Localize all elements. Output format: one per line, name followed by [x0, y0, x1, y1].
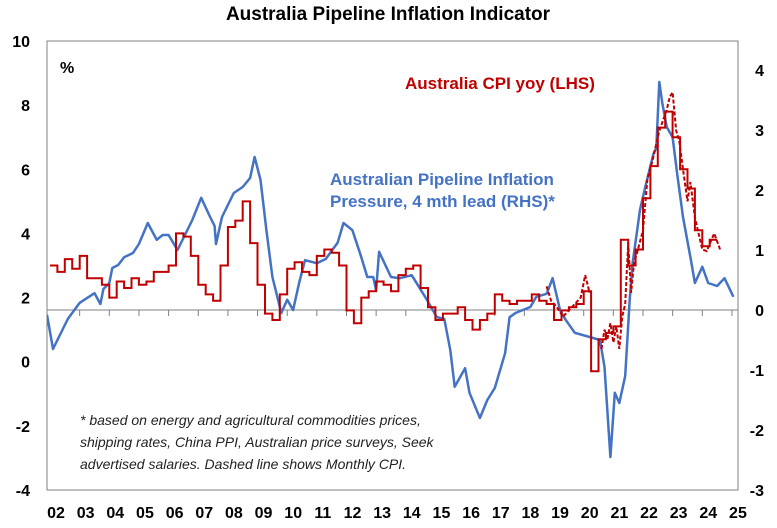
x-tick-label: 15 — [433, 505, 451, 522]
right-y-tick-label: 2 — [755, 183, 764, 200]
chart-title: Australia Pipeline Inflation Indicator — [226, 4, 551, 25]
left-y-tick-label: -2 — [16, 419, 30, 436]
left-y-tick-label: 10 — [12, 34, 30, 51]
x-tick-label: 18 — [522, 505, 540, 522]
footnote-line3: advertised salaries. Dashed line shows M… — [80, 456, 406, 472]
plot-frame — [46, 40, 739, 491]
left-y-tick-label: 4 — [21, 226, 30, 243]
cpi-monthly-dashed-line — [545, 274, 591, 319]
x-axis-ticks: 02 03 04 05 06 07 08 09 10 11 12 13 14 15 16 17 18 19 20 21… — [47, 310, 747, 522]
x-tick-label: 13 — [373, 505, 391, 522]
footnote-line1: * based on energy and agricultural commo… — [80, 412, 421, 428]
right-y-tick-label: 0 — [755, 303, 764, 320]
x-tick-label: 21 — [610, 505, 628, 522]
pipeline-series-label-line2: Pressure, 4 mth lead (RHS)* — [330, 192, 555, 211]
x-tick-label: 22 — [640, 505, 658, 522]
right-y-tick-label: -2 — [750, 423, 764, 440]
x-tick-label: 16 — [462, 505, 480, 522]
x-tick-label: 08 — [225, 505, 243, 522]
right-y-tick-label: 1 — [755, 243, 764, 260]
x-tick-label: 14 — [403, 505, 421, 522]
pipeline-series-label-line1: Australian Pipeline Inflation — [330, 170, 554, 189]
x-tick-label: 07 — [195, 505, 213, 522]
right-y-tick-label: -1 — [750, 363, 764, 380]
pipeline-inflation-line — [47, 80, 735, 459]
x-tick-label: 05 — [136, 505, 154, 522]
cpi-series-label: Australia CPI yoy (LHS) — [405, 74, 595, 93]
x-tick-label: 24 — [699, 505, 717, 522]
x-tick-label: 17 — [492, 505, 510, 522]
right-y-tick-label: -3 — [750, 483, 764, 500]
x-tick-label: 04 — [106, 505, 124, 522]
x-tick-label: 06 — [166, 505, 184, 522]
left-y-tick-label: 0 — [21, 355, 30, 372]
x-tick-label: 25 — [729, 505, 747, 522]
x-tick-label: 19 — [551, 505, 569, 522]
right-y-tick-label: 4 — [755, 63, 764, 80]
x-tick-label: 12 — [344, 505, 362, 522]
right-y-tick-label: 3 — [755, 123, 764, 140]
x-tick-label: 10 — [284, 505, 302, 522]
left-y-tick-label: 2 — [21, 291, 30, 308]
x-tick-label: 03 — [77, 505, 95, 522]
left-y-tick-label: -4 — [16, 483, 30, 500]
x-tick-label: 20 — [581, 505, 599, 522]
x-tick-label: 09 — [255, 505, 273, 522]
left-axis-unit-label: % — [60, 60, 74, 77]
x-tick-label: 23 — [670, 505, 688, 522]
series-group — [47, 80, 735, 459]
cpi-monthly-dashed-line — [600, 89, 722, 350]
footnote-line2: shipping rates, China PPI, Australian pr… — [80, 434, 435, 450]
x-tick-label: 02 — [47, 505, 65, 522]
x-tick-label: 11 — [314, 505, 331, 522]
left-y-tick-label: 8 — [21, 98, 30, 115]
left-y-tick-label: 6 — [21, 162, 30, 179]
